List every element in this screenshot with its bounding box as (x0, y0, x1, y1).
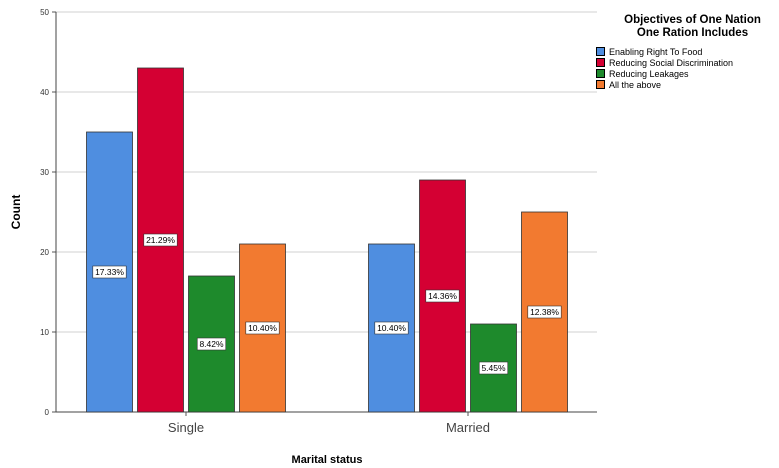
y-tick-label: 0 (45, 408, 50, 417)
data-label-box (245, 321, 280, 335)
data-label: 21.29% (146, 235, 175, 245)
data-label: 8.42% (199, 339, 224, 349)
y-tick-label: 40 (40, 88, 49, 97)
legend-label: Reducing Leakages (609, 68, 689, 79)
x-tick-label: Married (446, 420, 490, 435)
legend-label: All the above (609, 79, 662, 90)
legend-swatch (596, 47, 605, 56)
data-label-box (374, 321, 409, 335)
legend-swatch (596, 58, 605, 67)
legend-item-reducing-leakages: Reducing Leakages (596, 68, 779, 79)
data-label: 17.33% (95, 267, 124, 277)
legend-swatch (596, 80, 605, 89)
legend-title-line-2: One Ration Includes (636, 27, 749, 39)
y-tick-label: 10 (40, 328, 49, 337)
data-label-box (143, 233, 178, 247)
legend-title-line-1: Objectives of One Nation (624, 14, 761, 26)
x-tick-label: Single (168, 420, 204, 435)
x-axis-label: Marital status (292, 454, 363, 466)
data-label-box (425, 289, 460, 303)
y-tick-label: 20 (40, 248, 49, 257)
data-label: 14.36% (428, 291, 457, 301)
legend-swatch (596, 69, 605, 78)
legend-item-enabling-right-to-food: Enabling Right To Food (596, 46, 779, 57)
data-label-box (527, 305, 562, 319)
legend-item-reducing-social-discrimination: Reducing Social Discrimination (596, 57, 779, 68)
data-labels: 17.33% 21.29% 8.42% 10.40% 10.40% 14.36% 5.45%… (92, 233, 562, 375)
legend-label: Reducing Social Discrimination (609, 57, 734, 68)
data-label: 10.40% (377, 323, 406, 333)
data-label-box (196, 337, 227, 351)
data-label-box (478, 361, 509, 375)
y-tick-label: 50 (40, 8, 49, 17)
y-tick-label: 30 (40, 168, 49, 177)
data-label-box (92, 265, 127, 279)
data-label: 12.38% (530, 307, 559, 317)
legend: Objectives of One Nation One Ration Incl… (596, 14, 779, 90)
data-label: 5.45% (481, 363, 506, 373)
legend-title: Objectives of One Nation One Ration Incl… (596, 14, 779, 40)
legend-label: Enabling Right To Food (609, 46, 703, 57)
data-label: 10.40% (248, 323, 277, 333)
legend-item-all-the-above: All the above (596, 79, 779, 90)
y-axis-label: Count (9, 195, 23, 230)
